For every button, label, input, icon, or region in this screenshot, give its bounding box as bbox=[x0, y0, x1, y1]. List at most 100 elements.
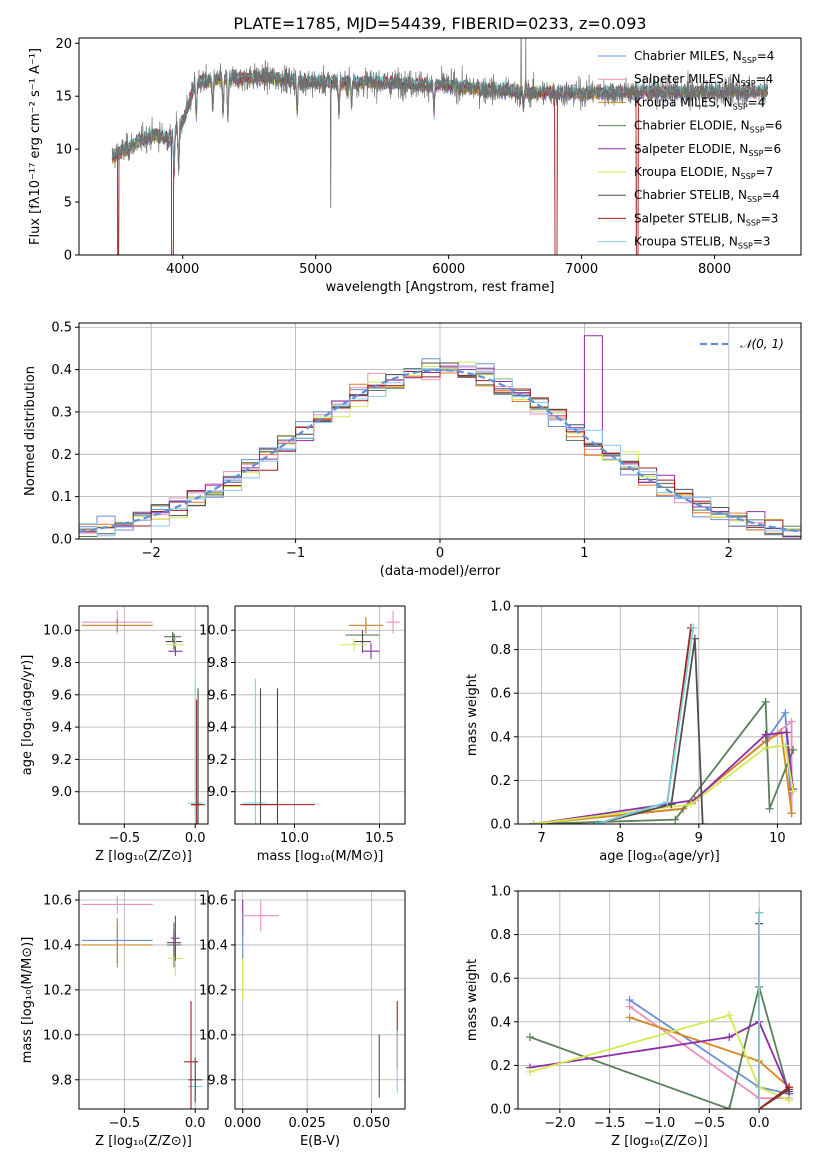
x-tick-label: 10.5 bbox=[365, 831, 394, 846]
weight-marker bbox=[755, 908, 764, 917]
weight-series bbox=[529, 697, 798, 824]
y-tick-label: 20 bbox=[55, 37, 72, 52]
error-bar-point bbox=[354, 630, 371, 653]
legend-entry: Kroupa ELODIE, NSSP=7 bbox=[634, 165, 773, 181]
x-tick-label: 0.050 bbox=[353, 1116, 390, 1131]
x-tick-label: −1.5 bbox=[594, 1116, 626, 1131]
x-tick-label: −0.5 bbox=[109, 1116, 141, 1131]
x-tick-label: 8000 bbox=[698, 262, 731, 277]
panel-spectrum: 4000 5000 6000 7000 8000 0 5 10 15 20 wavelength [… bbox=[28, 37, 802, 295]
weight-series bbox=[529, 728, 798, 824]
plot-area bbox=[111, 38, 769, 255]
y-tick-label: 0.0 bbox=[490, 1103, 511, 1118]
y-tick-label: 0.8 bbox=[490, 643, 511, 658]
weight-line bbox=[529, 1014, 790, 1102]
y-tick-label: 1.0 bbox=[490, 600, 511, 615]
y-axis-label: mass weight bbox=[465, 959, 480, 1041]
weight-marker bbox=[789, 787, 798, 796]
error-bar-point bbox=[81, 895, 153, 914]
weight-marker bbox=[671, 815, 680, 824]
x-tick-label: 10 bbox=[769, 831, 786, 846]
figure-title: PLATE=1785, MJD=54439, FIBERID=0233, z=0… bbox=[233, 14, 646, 33]
error-bar-point bbox=[242, 899, 279, 932]
weight-marker bbox=[525, 1033, 534, 1042]
panel-mass_weight_vs_age: 7 8 9 10 0.0 0.2 0.4 0.6 0.8 1.0 age [log₁₀(age/yr… bbox=[465, 600, 802, 864]
weight-marker bbox=[785, 1096, 794, 1105]
x-axis-label: Z [log₁₀(Z/Z⊙)] bbox=[95, 1134, 192, 1149]
error-bar-point bbox=[348, 617, 383, 634]
grid bbox=[235, 606, 405, 824]
y-tick-label: 9.8 bbox=[51, 656, 72, 671]
weight-line bbox=[596, 638, 704, 824]
error-bar-point bbox=[166, 929, 182, 957]
x-tick-label: −2 bbox=[142, 546, 161, 561]
y-tick-label: 1.0 bbox=[490, 885, 511, 900]
x-tick-label: 9 bbox=[695, 831, 703, 846]
y-tick-label: 10.4 bbox=[43, 938, 72, 953]
error-bar-point bbox=[183, 1001, 199, 1109]
y-tick-label: 0.1 bbox=[51, 490, 72, 505]
x-tick-label: 0.000 bbox=[224, 1116, 261, 1131]
y-tick-label: 0.4 bbox=[490, 730, 511, 745]
y-tick-label: 0.4 bbox=[51, 363, 72, 378]
axes-frame bbox=[517, 605, 802, 825]
x-tick-label: −0.5 bbox=[109, 831, 141, 846]
weight-line bbox=[596, 627, 695, 824]
weight-line bbox=[596, 627, 692, 824]
weight-marker bbox=[725, 1033, 734, 1042]
y-tick-label: 9.4 bbox=[51, 721, 72, 736]
x-tick-label: 7000 bbox=[565, 262, 598, 277]
plot-area bbox=[242, 899, 398, 1098]
axes-frame bbox=[78, 605, 209, 825]
x-tick-label: 6000 bbox=[432, 262, 465, 277]
y-tick-label: 10.0 bbox=[199, 624, 228, 639]
x-tick-label: 0 bbox=[436, 546, 444, 561]
y-tick-label: 9.8 bbox=[51, 1073, 72, 1088]
weight-series bbox=[525, 1011, 794, 1105]
panel-residuals: −2 −1 0 1 2 0.0 0.1 0.2 0.3 0.4 0.5 (data-model)/er… bbox=[23, 321, 802, 579]
plot-area bbox=[525, 908, 794, 1109]
y-tick-label: 10.0 bbox=[43, 1028, 72, 1043]
legend-entry: Salpeter ELODIE, NSSP=6 bbox=[634, 142, 781, 158]
x-axis-label: Z [log₁₀(Z/Z⊙)] bbox=[611, 1134, 708, 1149]
weight-marker bbox=[755, 1105, 764, 1109]
weight-marker bbox=[781, 708, 790, 717]
y-tick-label: 9.2 bbox=[207, 753, 228, 768]
y-tick-label: 0.0 bbox=[490, 818, 511, 833]
y-tick-label: 9.6 bbox=[51, 688, 72, 703]
y-tick-label: 0.8 bbox=[490, 928, 511, 943]
legend-entry: Salpeter STELIB, NSSP=3 bbox=[634, 211, 778, 227]
y-tick-label: 10.2 bbox=[199, 983, 228, 998]
y-tick-label: 10.0 bbox=[43, 624, 72, 639]
x-axis-label: mass [log₁₀(M/M⊙)] bbox=[257, 849, 384, 864]
y-tick-label: 5 bbox=[64, 196, 72, 211]
error-bar-point bbox=[240, 688, 315, 824]
axes-frame bbox=[78, 37, 802, 256]
x-tick-label: −0.5 bbox=[694, 1116, 726, 1131]
error-bar-point bbox=[188, 681, 203, 824]
legend-entry: Kroupa MILES, NSSP=4 bbox=[634, 95, 765, 111]
weight-series bbox=[592, 634, 707, 824]
error-bar-point bbox=[81, 618, 153, 632]
weight-marker bbox=[592, 820, 601, 824]
y-tick-label: 0.2 bbox=[490, 1059, 511, 1074]
plot-area bbox=[81, 610, 206, 824]
x-tick-label: −2.0 bbox=[544, 1116, 576, 1131]
y-tick-label: 0.0 bbox=[51, 533, 72, 548]
error-bar-point bbox=[386, 610, 400, 634]
y-axis-label: mass [log₁₀(M/M⊙)] bbox=[20, 937, 35, 1064]
panel-mass_weight_vs_Z: −2.0 −1.5 −1.0 −0.5 0.0 0.0 0.2 0.4 0.6 0.8 1.0 Z [… bbox=[465, 885, 802, 1149]
y-tick-label: 0.6 bbox=[490, 687, 511, 702]
weight-marker bbox=[698, 820, 707, 824]
weight-marker bbox=[525, 1067, 534, 1076]
weight-marker bbox=[663, 798, 672, 807]
weight-marker bbox=[781, 741, 790, 750]
weight-line bbox=[529, 1020, 790, 1092]
axes-frame bbox=[234, 890, 406, 1110]
error-bar-point bbox=[165, 633, 183, 650]
legend-entry: Chabrier MILES, NSSP=4 bbox=[634, 49, 774, 65]
y-tick-label: 9.4 bbox=[207, 721, 228, 736]
y-tick-label: 0 bbox=[64, 249, 72, 264]
y-tick-label: 10.6 bbox=[199, 893, 228, 908]
plot-area bbox=[81, 895, 203, 1109]
